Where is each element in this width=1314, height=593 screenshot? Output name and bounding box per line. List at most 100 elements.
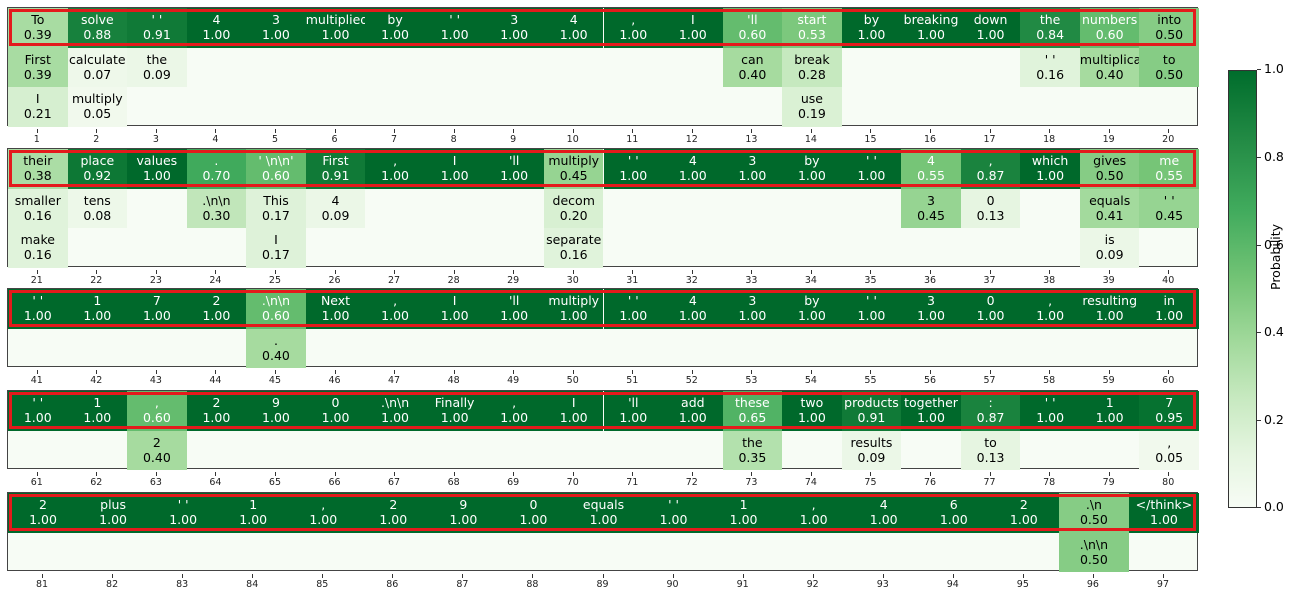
selected-token-cell: 1 1.00	[218, 493, 289, 533]
token-probability: 1.00	[321, 27, 350, 42]
token-text: ' '	[1044, 51, 1056, 67]
token-probability: 0.05	[83, 106, 112, 121]
token-text: Finally	[434, 395, 475, 410]
token-text: 2	[152, 434, 161, 450]
token-text: into	[1157, 12, 1182, 27]
token-text: 3	[748, 153, 757, 168]
token-probability: 1.00	[321, 410, 350, 425]
selected-token-cell: ' ' 1.00	[8, 289, 68, 329]
heatmap-grid: To 0.39 First 0.39 I 0.21 solve 0.88 calculate 0.…	[7, 7, 1199, 127]
x-tick-label: 41	[22, 370, 52, 386]
selected-token-cell: start 0.53	[782, 8, 842, 48]
selected-token-cell: , 1.00	[288, 493, 359, 533]
x-tick-label: 39	[1094, 269, 1124, 286]
selected-token-cell: by 1.00	[782, 289, 842, 329]
x-tick-label: 30	[558, 269, 588, 286]
token-probability: 0.16	[559, 247, 588, 262]
x-tick-label: 73	[736, 472, 766, 488]
x-tick-label: 49	[498, 370, 528, 386]
token-text: which	[1031, 153, 1069, 168]
token-text: multiplication	[1079, 51, 1166, 67]
x-tick-label: 22	[81, 269, 111, 286]
selected-token-cell: by 1.00	[782, 149, 842, 189]
x-tick-label: 43	[141, 370, 171, 386]
selected-token-cell: ' ' 0.91	[127, 8, 187, 48]
token-text: ' '	[668, 497, 679, 512]
token-text: 2	[212, 395, 221, 410]
x-tick-label: 12	[677, 128, 707, 145]
x-tick-label: 28	[439, 269, 469, 286]
x-tick-label: 81	[27, 574, 57, 590]
x-tick-label: 50	[558, 370, 588, 386]
token-probability: 1.00	[1036, 410, 1065, 425]
token-text: ,	[393, 293, 398, 308]
x-tick-label: 71	[617, 472, 647, 488]
heatmap-grid: 2 1.00 plus 1.00 ' ' 1.00 1 1.00, 1.00 2 1.00 9 1.00…	[7, 492, 1199, 572]
token-text: ,	[154, 395, 159, 410]
token-probability: 0.50	[1079, 512, 1108, 527]
token-probability: 1.00	[1155, 308, 1184, 323]
selected-token-cell: 'll 1.00	[484, 289, 544, 329]
selected-token-cell: together 1.00	[901, 391, 961, 431]
heatmap-panel: ' ' 1.00 1 1.00, 0.60 2 0.40 2 1.00 9 1.00 0 1.00 .\n…	[7, 390, 1199, 491]
token-text: 4	[331, 192, 340, 208]
token-text: separate	[546, 232, 602, 247]
x-tick-label: 5	[260, 128, 290, 145]
token-probability: 1.00	[321, 308, 350, 323]
selected-token-cell: 7 1.00	[127, 289, 187, 329]
token-probability: 1.00	[678, 168, 707, 183]
token-probability: 1.00	[381, 27, 409, 42]
selected-token-cell: , 0.60	[127, 391, 187, 431]
token-probability: 1.00	[1036, 168, 1065, 183]
token-text: 4	[569, 12, 578, 27]
x-tick-label: 84	[237, 574, 267, 590]
candidate-token-cell: break 0.28	[782, 47, 842, 87]
token-probability: 1.00	[559, 308, 588, 323]
selected-token-cell: 3 1.00	[484, 8, 544, 48]
selected-token-cell: 1 1.00	[67, 289, 128, 329]
selected-token-cell: which 1.00	[1020, 149, 1080, 189]
token-text: ' '	[151, 12, 163, 27]
selected-token-cell: ' ' 1.00	[603, 149, 664, 189]
selected-token-cell: </think> 1.00	[1128, 493, 1199, 533]
token-probability: 0.91	[142, 27, 171, 42]
token-probability: 0.70	[202, 168, 231, 183]
candidate-token-cell: . 0.40	[246, 328, 306, 368]
x-tick-label: 20	[1153, 128, 1183, 145]
token-probability: 1.00	[659, 512, 688, 527]
token-probability: 0.16	[23, 247, 52, 262]
token-text: by	[804, 293, 820, 308]
x-tick-label: 23	[141, 269, 171, 286]
token-text: 3	[927, 293, 935, 308]
selected-token-cell: 2 1.00	[186, 391, 247, 431]
token-probability: 0.60	[262, 308, 290, 323]
token-probability: 1.00	[1036, 308, 1065, 323]
selected-token-cell: products 0.91	[841, 391, 902, 431]
token-text: 3	[271, 12, 280, 27]
x-tick-label: 76	[915, 472, 945, 488]
token-probability: 0.60	[738, 27, 767, 42]
token-probability: 0.13	[976, 207, 1005, 223]
candidate-token-cell: results 0.09	[841, 430, 902, 470]
token-text: plus	[100, 497, 126, 512]
selected-token-cell: I 1.00	[543, 391, 604, 431]
token-text: .\n	[1085, 497, 1102, 512]
selected-token-cell: , 1.00	[365, 149, 425, 189]
x-tick-label: 6	[320, 128, 350, 145]
token-probability: 1.00	[738, 168, 767, 183]
token-text: decom	[552, 192, 595, 208]
token-text: 0	[529, 497, 538, 512]
candidate-token-cell: .\n\n 0.30	[186, 188, 247, 228]
selected-token-cell: To 0.39	[8, 8, 68, 48]
x-tick-label: 11	[617, 128, 647, 145]
x-tick-label: 85	[307, 574, 337, 590]
token-text: I	[690, 12, 695, 27]
candidate-token-cell: smaller 0.16	[8, 188, 68, 228]
x-tick-label: 17	[975, 128, 1005, 145]
token-text: make	[20, 232, 55, 247]
token-probability: 1.00	[797, 168, 826, 183]
x-tick-label: 19	[1094, 128, 1124, 145]
token-text: 0	[331, 395, 340, 410]
token-text: results	[850, 434, 893, 450]
colorbar-tick: 0.6	[1257, 237, 1284, 252]
